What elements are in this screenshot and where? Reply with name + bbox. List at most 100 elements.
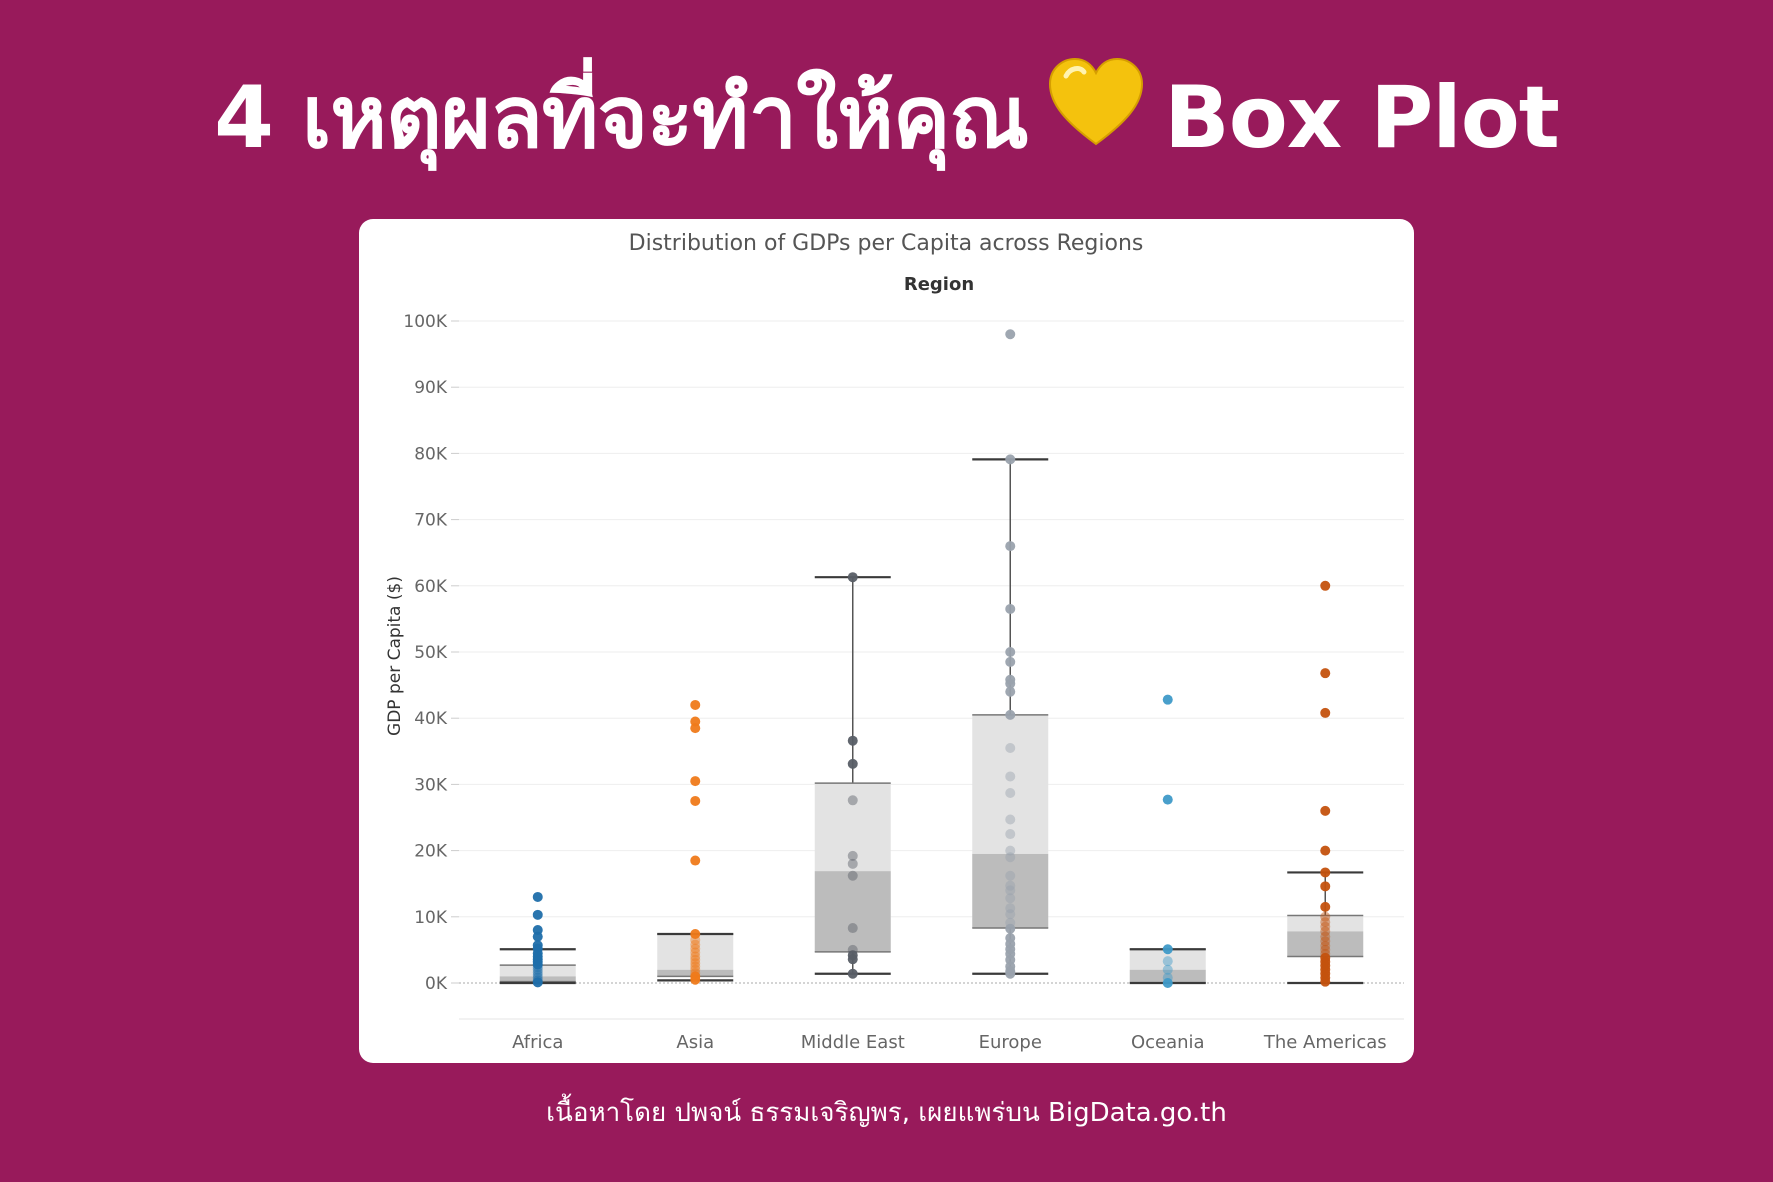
data-point [1005, 968, 1016, 979]
data-point [1005, 771, 1016, 782]
data-point [1320, 867, 1331, 878]
data-point [690, 961, 701, 972]
data-point [690, 943, 701, 954]
data-point [1005, 880, 1016, 891]
points-europe [1005, 329, 1016, 979]
data-point [1005, 647, 1016, 657]
region-column-header: Region [904, 274, 974, 295]
data-point [1320, 911, 1331, 922]
x-tick-label: Oceania [1131, 1032, 1205, 1053]
grid-lines [459, 320, 1404, 1020]
data-point [532, 959, 543, 970]
x-tick-label: Middle East [801, 1032, 905, 1053]
y-tick-label: 40K [414, 709, 448, 729]
box-upper [972, 714, 1049, 854]
data-point [1005, 541, 1016, 552]
box-upper [657, 934, 734, 970]
points-asia [690, 699, 701, 985]
headline-number: 4 [214, 68, 274, 168]
box-lower [814, 871, 891, 952]
x-tick-label: Asia [676, 1032, 714, 1053]
y-tick-label: 80K [414, 444, 448, 464]
data-point [1162, 964, 1173, 975]
box-plot-chart: Distribution of GDPs per Capita across R… [385, 231, 1404, 1053]
x-tick-label: The Americas [1263, 1032, 1387, 1053]
data-point [1005, 788, 1016, 799]
data-point [1320, 940, 1331, 951]
data-point [1005, 909, 1016, 920]
data-point [532, 970, 543, 981]
y-tick-label: 60K [414, 577, 448, 597]
data-point [1320, 881, 1331, 892]
box-upper [1129, 949, 1206, 970]
data-point [847, 572, 858, 583]
box-middle-east [814, 576, 891, 975]
data-point [1005, 603, 1016, 614]
data-point [847, 758, 858, 769]
data-point [690, 947, 701, 958]
data-point [532, 931, 543, 942]
box-europe [972, 458, 1049, 975]
data-point [1320, 580, 1331, 591]
data-point [1320, 901, 1331, 912]
data-point [690, 954, 701, 965]
data-point [690, 699, 701, 710]
x-axis-ticks: Africa Asia Middle East Europe Oceania The Am… [512, 1032, 1387, 1053]
data-point [1320, 917, 1331, 928]
data-point [690, 974, 701, 985]
data-point [532, 967, 543, 978]
chart-card: Distribution of GDPs per Capita across R… [359, 219, 1414, 1063]
data-point [1005, 329, 1016, 340]
data-point [532, 909, 543, 920]
box-lower [1129, 969, 1206, 983]
y-tick-label: 50K [414, 643, 448, 663]
data-point [1162, 794, 1173, 805]
y-tick-label: 30K [414, 775, 448, 795]
y-tick-label: 90K [414, 378, 448, 398]
data-point [1320, 805, 1331, 816]
y-tick-label: 70K [414, 511, 448, 531]
y-axis-ticks: 0K 10K 20K 30K 40K 50K 60K 70K 80K 90K 100K [403, 312, 459, 994]
data-point [1005, 742, 1016, 753]
y-tick-label: 20K [414, 842, 448, 862]
data-point [1005, 829, 1016, 840]
headline: 4 เหตุผลที่จะทำให้คุณ Box Plot [0, 58, 1773, 185]
yellow-heart-icon [1046, 56, 1146, 179]
points-oceania [1162, 694, 1173, 988]
data-point [1005, 814, 1016, 825]
data-point [532, 964, 543, 975]
data-point [1320, 921, 1331, 932]
headline-english-text: Box Plot [1164, 68, 1560, 168]
data-point [847, 735, 858, 746]
points-africa [532, 891, 543, 988]
data-point [690, 934, 701, 945]
data-point [1005, 686, 1016, 697]
data-point [1005, 885, 1016, 896]
data-point [690, 795, 701, 806]
y-tick-label: 100K [403, 312, 447, 332]
y-tick-label: 10K [414, 908, 448, 928]
box-lower [1287, 931, 1364, 957]
data-point [1005, 709, 1016, 720]
data-point [532, 962, 543, 973]
footer-credit: เนื้อหาโดย ปพจน์ ธรรมเจริญพร, เผยแพร่บน … [546, 1098, 1227, 1128]
box-upper [499, 965, 576, 977]
data-point [690, 776, 701, 787]
box-upper [1287, 915, 1364, 932]
data-point [847, 923, 858, 934]
data-point [1320, 976, 1331, 987]
data-point [1005, 845, 1016, 856]
data-point [1320, 668, 1331, 679]
data-point [847, 968, 858, 979]
boxes [499, 458, 1364, 985]
data-point [690, 929, 701, 940]
data-point [847, 858, 858, 869]
data-point [1320, 936, 1331, 947]
data-point [1162, 978, 1173, 988]
points-the-americas [1320, 580, 1331, 987]
data-point [847, 795, 858, 806]
x-tick-label: Europe [979, 1032, 1042, 1053]
data-point [1320, 707, 1331, 718]
data-point [847, 850, 858, 861]
data-point [1005, 903, 1016, 914]
